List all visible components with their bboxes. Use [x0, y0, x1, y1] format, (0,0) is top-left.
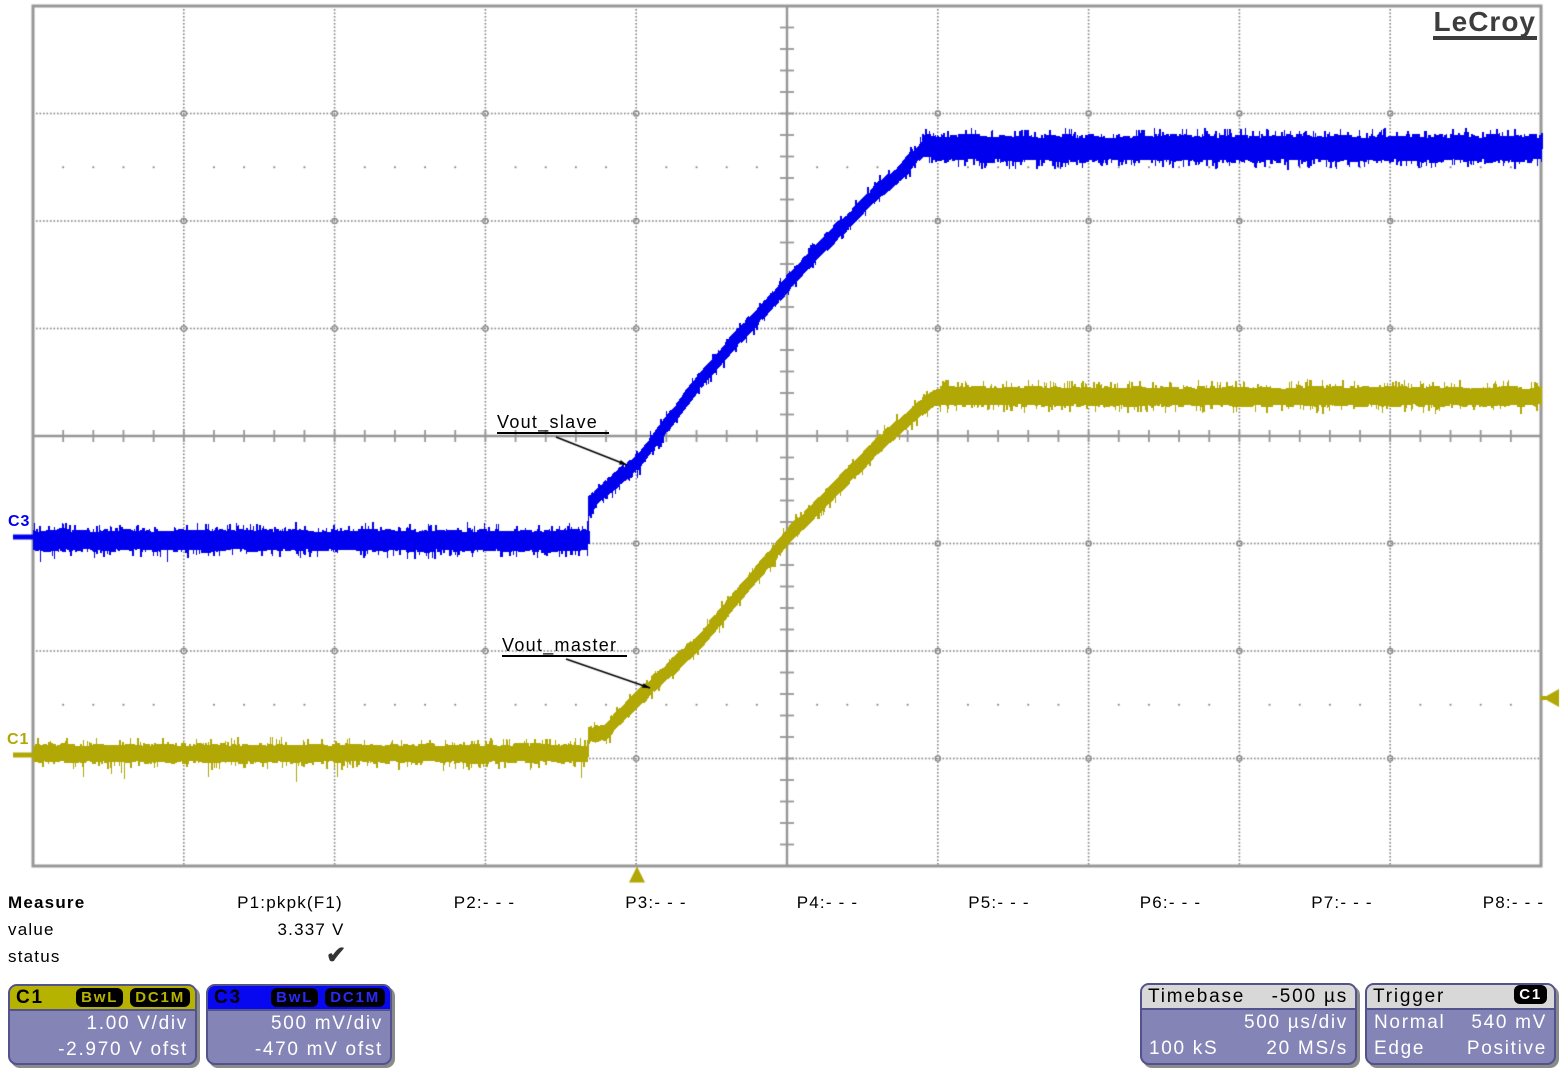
channel-box-c3[interactable]: C3 BwL DC1M 500 mV/div -470 mV ofst [206, 984, 392, 1065]
measure-column-label-p1[interactable]: P1:pkpk(F1) [237, 893, 343, 912]
bandwidth-limit-badge: BwL [76, 988, 124, 1007]
measure-column-label-p6[interactable]: P6:- - - [1139, 893, 1202, 912]
trigger-box[interactable]: Trigger C1 Normal 540 mV Edge Positive [1365, 983, 1556, 1065]
timebase-title: Timebase [1148, 986, 1246, 1007]
channel-box-c1[interactable]: C1 BwL DC1M 1.00 V/div -2.970 V ofst [8, 984, 197, 1065]
channel-box-c3-title: C3 [214, 987, 242, 1008]
measure-p1-value: 3.337 V [277, 920, 345, 939]
channel-c3-scale: 500 mV/div [270, 1013, 383, 1034]
channel-c3-offset: -470 mV ofst [254, 1039, 383, 1060]
channel-box-c3-titlebar: C3 BwL DC1M [208, 986, 390, 1011]
measure-column-label-p5[interactable]: P5:- - - [968, 893, 1030, 912]
brand-logo: LeCroy [1432, 8, 1537, 40]
coupling-badge: DC1M [325, 988, 385, 1007]
channel-c3-zero-label: C3 [8, 513, 31, 530]
badges-group: BwL DC1M [76, 987, 190, 1010]
measure-p1-status-check-icon: ✔ [325, 942, 347, 969]
trace-label-vout-master: Vout_master [502, 635, 627, 657]
timebase-scale: 500 µs/div [1244, 1012, 1348, 1033]
trigger-mode: Normal [1374, 1012, 1446, 1033]
timebase-titlebar: Timebase -500 µs [1142, 985, 1355, 1010]
measure-value-row-label: value [8, 920, 55, 939]
channel-c1-scale: 1.00 V/div [86, 1013, 188, 1034]
timebase-delay: -500 µs [1271, 986, 1348, 1007]
trigger-title: Trigger [1373, 986, 1446, 1007]
measure-column-label-p3[interactable]: P3:- - - [625, 893, 687, 912]
trigger-level: 540 mV [1471, 1012, 1547, 1033]
channel-c1-offset: -2.970 V ofst [58, 1039, 188, 1060]
coupling-badge: DC1M [130, 988, 190, 1007]
channel-box-c1-title: C1 [16, 987, 44, 1008]
measure-status-row-label: status [8, 947, 61, 966]
timebase-box[interactable]: Timebase -500 µs 500 µs/div 100 kS 20 MS… [1140, 983, 1357, 1065]
channel-c1-zero-label: C1 [7, 731, 30, 748]
channel-box-c1-titlebar: C1 BwL DC1M [10, 986, 195, 1011]
trigger-mode-line: Normal 540 mV [1367, 1010, 1554, 1036]
trigger-type: Edge [1374, 1038, 1426, 1059]
timebase-sampling-line: 100 kS 20 MS/s [1142, 1036, 1355, 1062]
trigger-type-line: Edge Positive [1367, 1036, 1554, 1062]
timebase-samples: 100 kS [1149, 1038, 1219, 1059]
measure-column-label-p8[interactable]: P8:- - - [1482, 893, 1545, 912]
trigger-slope: Positive [1466, 1038, 1547, 1059]
measure-column-label-p7[interactable]: P7:- - - [1311, 893, 1373, 912]
measure-column-label-p4[interactable]: P4:- - - [796, 893, 859, 912]
measure-header-label: Measure [8, 893, 86, 912]
timebase-scale-line: 500 µs/div [1142, 1010, 1355, 1036]
badges-group: BwL DC1M [271, 987, 385, 1010]
trace-label-vout-slave: Vout_slave [497, 412, 609, 434]
trigger-titlebar: Trigger C1 [1367, 985, 1554, 1010]
timebase-rate: 20 MS/s [1266, 1038, 1348, 1059]
trigger-source-badge: C1 [1514, 985, 1547, 1004]
measure-column-label-p2[interactable]: P2:- - - [453, 893, 516, 912]
bandwidth-limit-badge: BwL [271, 988, 319, 1007]
